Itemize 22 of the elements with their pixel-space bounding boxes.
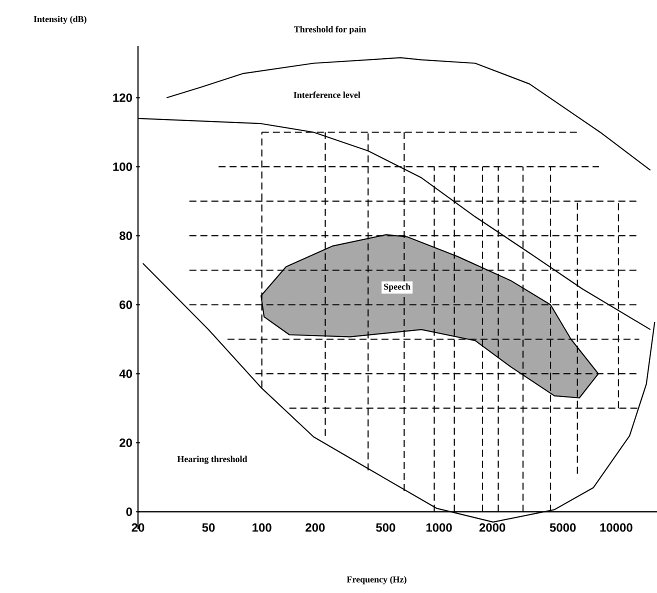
- y-tick-label: 80: [120, 231, 132, 240]
- x-tick-label: 10000: [600, 523, 632, 532]
- y-tick-label: 0: [126, 507, 132, 516]
- annotation: Interference level: [294, 92, 360, 98]
- y-axis-title: Intensity (dB): [34, 16, 86, 24]
- y-tick-label: 20: [120, 438, 132, 447]
- x-tick-label: 500: [376, 523, 396, 532]
- y-tick-label: 40: [119, 369, 132, 378]
- x-tick-label: 200: [306, 523, 325, 532]
- x-tick-label: 100: [252, 523, 272, 532]
- annotation: Hearing threshold: [177, 456, 248, 464]
- x-tick-label: 2000: [479, 523, 506, 532]
- y-tick-label: 100: [113, 162, 132, 171]
- y-tick-label: 60: [120, 300, 132, 309]
- y-tick-label: 120: [113, 93, 132, 102]
- x-tick-label: 20: [132, 523, 144, 532]
- x-tick-label: 1000: [426, 523, 452, 532]
- x-tick-label: 5000: [550, 523, 576, 532]
- x-axis-title: Frequency (Hz): [346, 576, 406, 584]
- x-tick-label: 50: [202, 523, 215, 532]
- annotation: Speech: [384, 283, 410, 292]
- text: Threshold for pain: [294, 26, 366, 34]
